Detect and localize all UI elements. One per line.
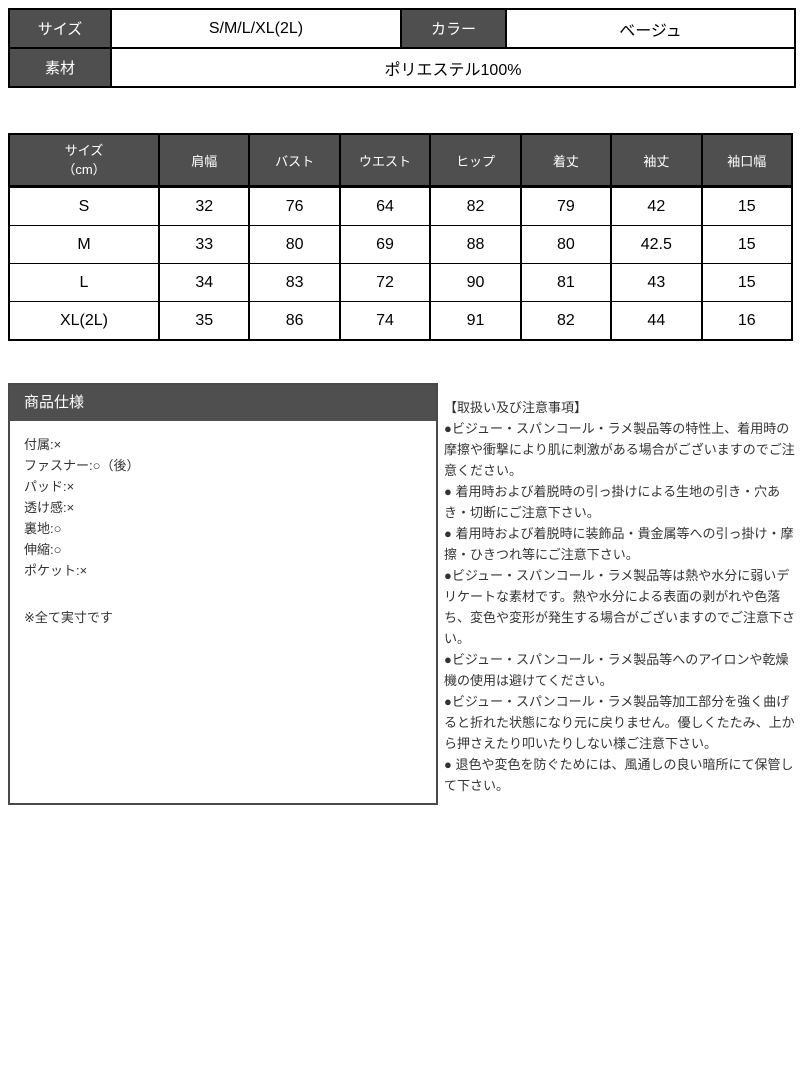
care-item: ●ビジュー・スパンコール・ラメ製品等へのアイロンや乾燥機の使用は避けてください。 [444, 652, 789, 688]
spec-line-fastener: ファスナー:○（後） [24, 458, 140, 473]
info-row-size-color: サイズ S/M/L/XL(2L) カラー ベージュ [8, 8, 796, 49]
measure-cell: 72 [338, 263, 432, 302]
color-value-cell: ベージュ [505, 8, 796, 49]
measure-cell: 32 [157, 186, 251, 226]
size-cell: S [8, 186, 160, 226]
measure-cell: 74 [338, 301, 432, 341]
measure-cell: 64 [338, 186, 432, 226]
measure-cell: 76 [248, 186, 341, 226]
spec-line-sheerness: 透け感:× [24, 500, 75, 515]
size-chart-table: サイズ （cm） 肩幅 バスト ウエスト ヒップ 着丈 袖丈 袖口幅 S 32 … [8, 133, 794, 341]
material-label-cell: 素材 [8, 47, 112, 88]
color-label-cell: カラー [400, 8, 507, 49]
measure-cell: 16 [700, 301, 794, 341]
measure-cell: 83 [248, 263, 341, 302]
measure-cell: 42 [610, 186, 703, 226]
column-header-shoulder: 肩幅 [157, 133, 251, 188]
care-item: ● 退色や変色を防ぐためには、風通しの良い暗所にて保管して下さい。 [444, 757, 794, 793]
column-header-hip: ヒップ [429, 133, 522, 188]
size-chart-corner-cell: サイズ （cm） [8, 133, 160, 188]
measure-cell: 43 [610, 263, 703, 302]
size-cell: M [8, 225, 160, 264]
spec-box: 商品仕様 付属:× ファスナー:○（後） パッド:× 透け感:× 裏地:○ 伸縮… [8, 383, 438, 805]
column-header-sleeve: 袖丈 [610, 133, 703, 188]
measure-cell: 82 [429, 186, 522, 226]
spec-line-lining: 裏地:○ [24, 521, 62, 536]
column-header-length: 着丈 [519, 133, 613, 188]
column-header-waist: ウエスト [338, 133, 432, 188]
care-item: ● 着用時および着脱時の引っ掛けによる生地の引き・穴あき・切断にご注意下さい。 [444, 484, 781, 520]
care-title: 【取扱い及び注意事項】 [444, 400, 588, 415]
measure-cell: 80 [248, 225, 341, 264]
measure-cell: 86 [248, 301, 341, 341]
measure-cell: 79 [519, 186, 613, 226]
size-cell: XL(2L) [8, 301, 160, 341]
measure-cell: 69 [338, 225, 432, 264]
size-cell: L [8, 263, 160, 302]
spec-line-pad: パッド:× [24, 479, 75, 494]
corner-label-size: サイズ [64, 143, 104, 158]
column-header-bust: バスト [248, 133, 341, 188]
care-item: ●ビジュー・スパンコール・ラメ製品等の特性上、着用時の摩擦や衝撃により肌に刺激が… [444, 421, 795, 478]
measure-cell: 15 [700, 263, 794, 302]
size-label-cell: サイズ [8, 8, 112, 49]
size-chart-row-s: S 32 76 64 82 79 42 15 [8, 186, 794, 226]
column-header-cuff: 袖口幅 [700, 133, 794, 188]
measure-cell: 44 [610, 301, 703, 341]
spec-line-accessory: 付属:× [24, 437, 62, 452]
care-item: ●ビジュー・スパンコール・ラメ製品等は熱や水分に弱いデリケートな素材です。熱や水… [444, 568, 796, 646]
measure-cell: 42.5 [610, 225, 703, 264]
measure-cell: 82 [519, 301, 613, 341]
care-item: ●ビジュー・スパンコール・ラメ製品等加工部分を強く曲げると折れた状態になり元に戻… [444, 694, 795, 751]
spec-line-pocket: ポケット:× [24, 563, 88, 578]
measure-cell: 15 [700, 225, 794, 264]
product-info-table: サイズ S/M/L/XL(2L) カラー ベージュ 素材 ポリエステル100% [8, 8, 796, 88]
measure-cell: 15 [700, 186, 794, 226]
care-notes: 【取扱い及び注意事項】 ●ビジュー・スパンコール・ラメ製品等の特性上、着用時の摩… [444, 397, 796, 796]
material-value-cell: ポリエステル100% [110, 47, 796, 88]
measure-cell: 81 [519, 263, 613, 302]
size-chart-row-xl: XL(2L) 35 86 74 91 82 44 16 [8, 301, 794, 341]
spec-box-body: 付属:× ファスナー:○（後） パッド:× 透け感:× 裏地:○ 伸縮:○ ポケ… [10, 421, 436, 628]
size-value-cell: S/M/L/XL(2L) [110, 8, 402, 49]
info-row-material: 素材 ポリエステル100% [8, 47, 796, 88]
measure-cell: 35 [157, 301, 251, 341]
measure-cell: 90 [429, 263, 522, 302]
spec-note: ※全て実寸です [24, 610, 113, 625]
measure-cell: 33 [157, 225, 251, 264]
measure-cell: 88 [429, 225, 522, 264]
care-item: ● 着用時および着脱時に装飾品・貴金属等への引っ掛け・摩擦・ひきつれ等にご注意下… [444, 526, 794, 562]
size-chart-row-l: L 34 83 72 90 81 43 15 [8, 263, 794, 302]
spec-line-stretch: 伸縮:○ [24, 542, 62, 557]
size-chart-header-row: サイズ （cm） 肩幅 バスト ウエスト ヒップ 着丈 袖丈 袖口幅 [8, 133, 794, 188]
corner-label-cm: （cm） [62, 162, 106, 177]
measure-cell: 34 [157, 263, 251, 302]
size-chart-row-m: M 33 80 69 88 80 42.5 15 [8, 225, 794, 264]
measure-cell: 80 [519, 225, 613, 264]
spec-box-title: 商品仕様 [10, 385, 436, 421]
measure-cell: 91 [429, 301, 522, 341]
